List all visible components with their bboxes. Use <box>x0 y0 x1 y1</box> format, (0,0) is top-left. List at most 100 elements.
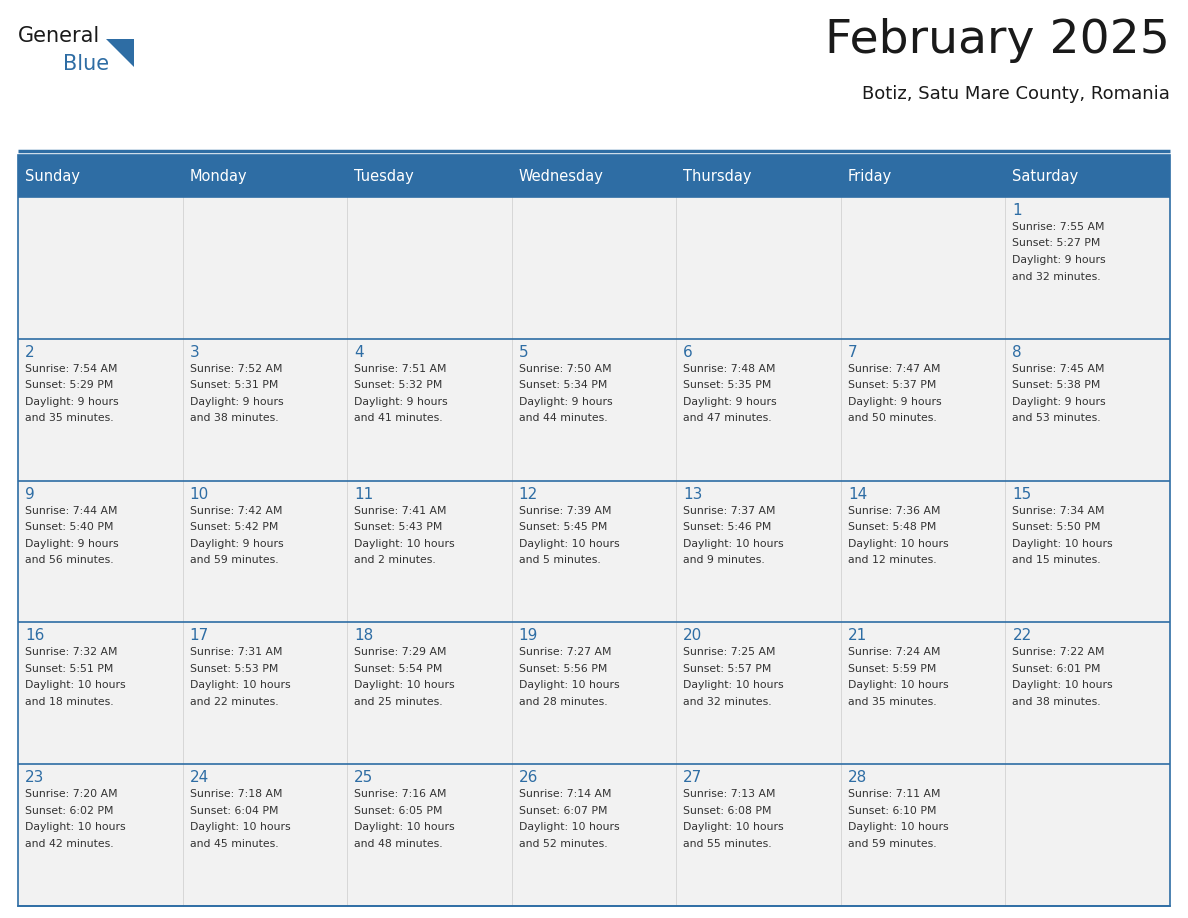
Text: and 55 minutes.: and 55 minutes. <box>683 839 772 849</box>
Text: Sunset: 5:56 PM: Sunset: 5:56 PM <box>519 664 607 674</box>
Text: and 12 minutes.: and 12 minutes. <box>848 555 936 565</box>
Text: Sunday: Sunday <box>25 169 80 184</box>
Text: 25: 25 <box>354 770 373 785</box>
Text: Tuesday: Tuesday <box>354 169 413 184</box>
Text: Sunset: 6:10 PM: Sunset: 6:10 PM <box>848 806 936 816</box>
Bar <box>841 339 1005 481</box>
Text: 3: 3 <box>190 345 200 360</box>
Bar <box>512 155 676 197</box>
Text: Daylight: 10 hours: Daylight: 10 hours <box>190 823 290 833</box>
Text: Daylight: 9 hours: Daylight: 9 hours <box>683 397 777 407</box>
Text: Sunset: 5:29 PM: Sunset: 5:29 PM <box>25 380 113 390</box>
Text: 2: 2 <box>25 345 34 360</box>
Text: Sunrise: 7:24 AM: Sunrise: 7:24 AM <box>848 647 941 657</box>
Text: Sunset: 5:37 PM: Sunset: 5:37 PM <box>848 380 936 390</box>
Text: Daylight: 9 hours: Daylight: 9 hours <box>354 397 448 407</box>
Text: Sunrise: 7:18 AM: Sunrise: 7:18 AM <box>190 789 282 800</box>
Text: and 22 minutes.: and 22 minutes. <box>190 697 278 707</box>
Text: and 38 minutes.: and 38 minutes. <box>1012 697 1101 707</box>
Text: 5: 5 <box>519 345 529 360</box>
Text: 11: 11 <box>354 487 373 501</box>
Text: Sunset: 5:59 PM: Sunset: 5:59 PM <box>848 664 936 674</box>
Text: Sunrise: 7:16 AM: Sunrise: 7:16 AM <box>354 789 447 800</box>
Text: Sunset: 5:34 PM: Sunset: 5:34 PM <box>519 380 607 390</box>
Text: Daylight: 10 hours: Daylight: 10 hours <box>683 539 784 549</box>
Text: Sunset: 5:53 PM: Sunset: 5:53 PM <box>190 664 278 674</box>
Text: Sunrise: 7:25 AM: Sunrise: 7:25 AM <box>683 647 776 657</box>
Text: and 35 minutes.: and 35 minutes. <box>848 697 936 707</box>
Text: Sunset: 6:02 PM: Sunset: 6:02 PM <box>25 806 114 816</box>
Text: Sunset: 5:50 PM: Sunset: 5:50 PM <box>1012 522 1101 532</box>
Bar <box>676 481 841 622</box>
Bar <box>18 197 183 339</box>
Text: Sunset: 5:35 PM: Sunset: 5:35 PM <box>683 380 772 390</box>
Text: General: General <box>18 26 100 46</box>
Text: and 32 minutes.: and 32 minutes. <box>683 697 772 707</box>
Text: Daylight: 10 hours: Daylight: 10 hours <box>25 680 126 690</box>
Text: Daylight: 10 hours: Daylight: 10 hours <box>354 539 455 549</box>
Text: Daylight: 10 hours: Daylight: 10 hours <box>848 823 948 833</box>
Text: Sunrise: 7:52 AM: Sunrise: 7:52 AM <box>190 364 282 374</box>
Text: and 18 minutes.: and 18 minutes. <box>25 697 114 707</box>
Text: 15: 15 <box>1012 487 1031 501</box>
Text: Daylight: 9 hours: Daylight: 9 hours <box>1012 397 1106 407</box>
Bar <box>676 764 841 906</box>
Bar <box>1005 155 1170 197</box>
Text: 20: 20 <box>683 629 702 644</box>
Text: Sunset: 5:48 PM: Sunset: 5:48 PM <box>848 522 936 532</box>
Bar <box>1005 481 1170 622</box>
Bar <box>841 764 1005 906</box>
Text: Daylight: 9 hours: Daylight: 9 hours <box>25 539 119 549</box>
Text: Sunrise: 7:50 AM: Sunrise: 7:50 AM <box>519 364 612 374</box>
Text: 10: 10 <box>190 487 209 501</box>
Text: Sunset: 6:07 PM: Sunset: 6:07 PM <box>519 806 607 816</box>
Text: 4: 4 <box>354 345 364 360</box>
Bar <box>1005 622 1170 764</box>
Text: Sunset: 5:45 PM: Sunset: 5:45 PM <box>519 522 607 532</box>
Text: Daylight: 9 hours: Daylight: 9 hours <box>1012 255 1106 265</box>
Text: Sunset: 5:46 PM: Sunset: 5:46 PM <box>683 522 772 532</box>
Text: Daylight: 10 hours: Daylight: 10 hours <box>354 680 455 690</box>
Text: Sunrise: 7:45 AM: Sunrise: 7:45 AM <box>1012 364 1105 374</box>
Text: Daylight: 10 hours: Daylight: 10 hours <box>848 680 948 690</box>
Text: Sunset: 5:57 PM: Sunset: 5:57 PM <box>683 664 772 674</box>
Text: Daylight: 10 hours: Daylight: 10 hours <box>354 823 455 833</box>
Text: Sunset: 5:31 PM: Sunset: 5:31 PM <box>190 380 278 390</box>
Text: 12: 12 <box>519 487 538 501</box>
Text: Daylight: 10 hours: Daylight: 10 hours <box>190 680 290 690</box>
Text: Sunset: 5:54 PM: Sunset: 5:54 PM <box>354 664 442 674</box>
Text: Sunrise: 7:31 AM: Sunrise: 7:31 AM <box>190 647 282 657</box>
Text: Sunset: 6:08 PM: Sunset: 6:08 PM <box>683 806 772 816</box>
Text: Sunrise: 7:22 AM: Sunrise: 7:22 AM <box>1012 647 1105 657</box>
Text: and 35 minutes.: and 35 minutes. <box>25 413 114 423</box>
Bar <box>841 481 1005 622</box>
Text: Sunset: 6:01 PM: Sunset: 6:01 PM <box>1012 664 1101 674</box>
Text: Sunrise: 7:34 AM: Sunrise: 7:34 AM <box>1012 506 1105 516</box>
Bar <box>18 155 183 197</box>
Text: 19: 19 <box>519 629 538 644</box>
Text: Daylight: 9 hours: Daylight: 9 hours <box>25 397 119 407</box>
Bar <box>1005 197 1170 339</box>
Text: 27: 27 <box>683 770 702 785</box>
Text: and 42 minutes.: and 42 minutes. <box>25 839 114 849</box>
Text: Daylight: 10 hours: Daylight: 10 hours <box>1012 539 1113 549</box>
Text: Sunrise: 7:55 AM: Sunrise: 7:55 AM <box>1012 222 1105 232</box>
Text: 24: 24 <box>190 770 209 785</box>
Text: Sunrise: 7:36 AM: Sunrise: 7:36 AM <box>848 506 941 516</box>
Text: and 41 minutes.: and 41 minutes. <box>354 413 443 423</box>
Bar <box>18 155 1170 906</box>
Text: Sunset: 5:42 PM: Sunset: 5:42 PM <box>190 522 278 532</box>
Text: Sunrise: 7:54 AM: Sunrise: 7:54 AM <box>25 364 118 374</box>
Bar <box>512 622 676 764</box>
Text: 16: 16 <box>25 629 44 644</box>
Text: Daylight: 10 hours: Daylight: 10 hours <box>683 823 784 833</box>
Bar <box>18 622 183 764</box>
Text: Daylight: 9 hours: Daylight: 9 hours <box>190 397 283 407</box>
Text: 17: 17 <box>190 629 209 644</box>
Text: and 44 minutes.: and 44 minutes. <box>519 413 607 423</box>
Text: Sunrise: 7:51 AM: Sunrise: 7:51 AM <box>354 364 447 374</box>
Bar <box>18 764 183 906</box>
Text: Daylight: 10 hours: Daylight: 10 hours <box>519 680 619 690</box>
Text: February 2025: February 2025 <box>826 18 1170 63</box>
Text: Sunrise: 7:11 AM: Sunrise: 7:11 AM <box>848 789 941 800</box>
